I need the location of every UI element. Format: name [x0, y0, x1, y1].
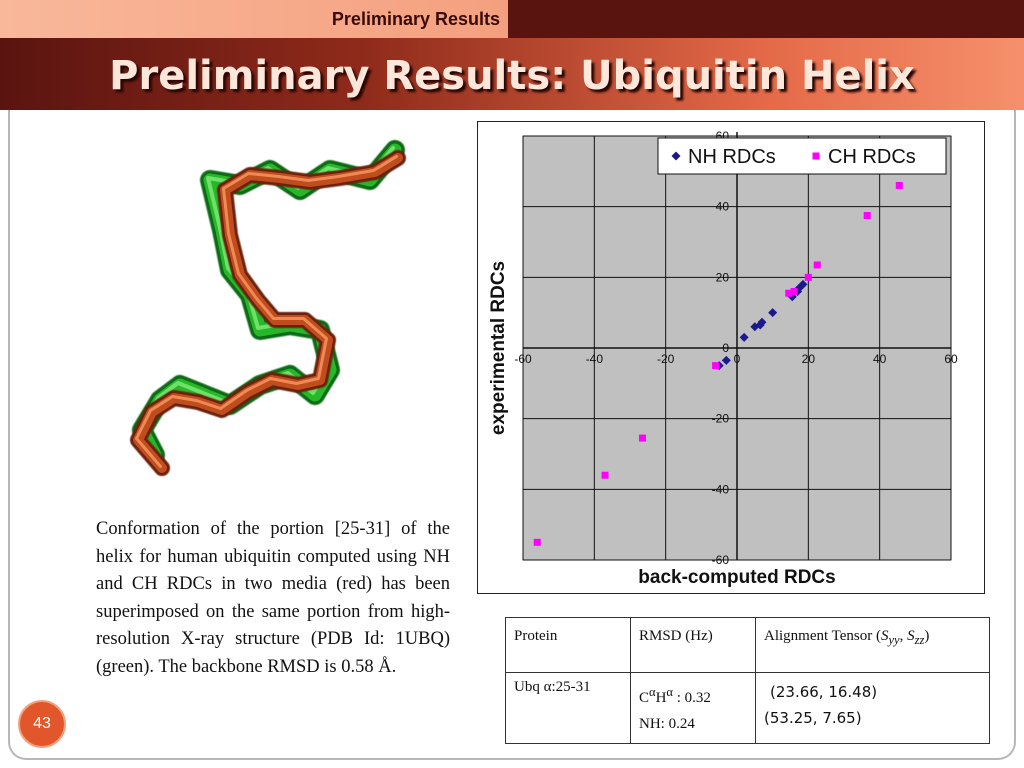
ch-rdc-point — [813, 261, 821, 269]
tensor-value-1: (23.66, 16.48) — [770, 683, 878, 701]
chart-axes — [523, 132, 951, 560]
rmsd-ca-h: H — [655, 690, 667, 706]
chart-legend: NH RDCs CH RDCs — [657, 137, 947, 175]
results-table: Protein RMSD (Hz) Alignment Tensor (Syy,… — [505, 617, 990, 744]
header-rmsd: RMSD (Hz) — [630, 617, 756, 673]
legend-ch-label: CH RDCs — [828, 146, 916, 168]
legend-ch-marker — [812, 152, 820, 160]
x-tick-label: 0 — [734, 352, 741, 366]
y-tick-label: 0 — [722, 341, 729, 355]
tensor-value-2: (53.25, 7.65) — [764, 709, 862, 727]
rmsd-ca-sup1: α — [649, 685, 656, 699]
ch-rdc-point — [638, 434, 646, 442]
nh-rdc-point — [757, 317, 767, 327]
y-axis-label: experimental RDCs — [488, 261, 509, 435]
slide-title: Preliminary Results: Ubiquitin Helix — [109, 53, 915, 99]
chart-data-points — [533, 181, 903, 546]
protein-backbone-image — [130, 140, 406, 476]
table-row: Ubq α:25-31 CαHα : 0.32 NH: 0.24 (23.66,… — [505, 672, 990, 744]
x-tick-label: -20 — [657, 352, 675, 366]
y-tick-label: -20 — [712, 412, 730, 426]
table-header-row: Protein RMSD (Hz) Alignment Tensor (Syy,… — [505, 617, 990, 673]
ch-rdc-point — [790, 287, 798, 295]
ch-rdc-point — [785, 289, 793, 297]
nh-rdc-point — [755, 320, 765, 330]
cell-tensor: (23.66, 16.48) (53.25, 7.65) — [755, 672, 990, 744]
header-alignment-tensor: Alignment Tensor (Syy, Szz) — [755, 617, 990, 673]
tensor-sep: , — [899, 628, 908, 644]
tensor-prefix: Alignment Tensor ( — [764, 628, 881, 644]
legend-box — [657, 137, 947, 175]
tensor-sub2: zz — [914, 633, 925, 647]
x-tick-label: 40 — [873, 352, 887, 366]
rmsd-ca-value: : 0.32 — [672, 690, 711, 706]
x-tick-label: -60 — [514, 352, 532, 366]
x-tick-label: 60 — [944, 352, 958, 366]
tensor-sub1: yy — [888, 633, 900, 647]
legend-nh-marker — [671, 151, 681, 161]
page-frame — [8, 110, 1016, 760]
ch-rdc-point — [804, 273, 812, 281]
section-tab: Preliminary Results — [0, 0, 508, 38]
cell-protein: Ubq α:25-31 — [505, 672, 631, 744]
tensor-suffix: ) — [924, 628, 930, 644]
y-tick-label: -60 — [712, 553, 730, 567]
x-tick-label: 20 — [802, 352, 816, 366]
rmsd-ca-base: C — [639, 690, 650, 706]
y-tick-label: -40 — [712, 482, 730, 496]
header-protein: Protein — [505, 617, 631, 673]
page-number-badge: 43 — [18, 700, 66, 748]
section-tab-label: Preliminary Results — [331, 9, 500, 29]
nh-rdc-point — [721, 355, 731, 365]
computed-structure-red — [130, 150, 406, 476]
tensor-s1: S — [881, 628, 889, 644]
rmsd-nh-line: NH: 0.24 — [639, 716, 695, 732]
ch-rdc-point — [895, 181, 903, 189]
legend-nh-label: NH RDCs — [688, 146, 776, 168]
ch-rdc-point — [533, 538, 541, 546]
ch-rdc-point — [712, 362, 720, 370]
top-bar: Preliminary Results — [0, 0, 1024, 38]
nh-rdc-point — [739, 332, 749, 342]
ch-rdc-point — [601, 471, 609, 479]
nh-rdc-point — [750, 322, 760, 332]
title-band — [0, 38, 1024, 110]
y-tick-label: 20 — [716, 270, 730, 284]
rdc-scatter-chart: -60 -40 -20 0 20 40 60 -60 -40 -20 0 20 40 60 back-co… — [477, 121, 985, 594]
x-axis-label: back-computed RDCs — [638, 567, 835, 588]
x-tick-label: -40 — [586, 352, 604, 366]
cell-rmsd: CαHα : 0.32 NH: 0.24 — [630, 672, 756, 744]
figure-caption: Conformation of the portion [25-31] of t… — [96, 519, 450, 677]
y-tick-label: 40 — [716, 200, 730, 214]
rmsd-ca-line: CαHα : 0.32 — [639, 679, 747, 711]
ch-rdc-point — [863, 212, 871, 219]
nh-rdc-point — [798, 279, 808, 289]
nh-rdc-point — [768, 308, 778, 318]
tensor-s2: S — [907, 628, 915, 644]
rmsd-ca-sup2: α — [666, 685, 673, 699]
